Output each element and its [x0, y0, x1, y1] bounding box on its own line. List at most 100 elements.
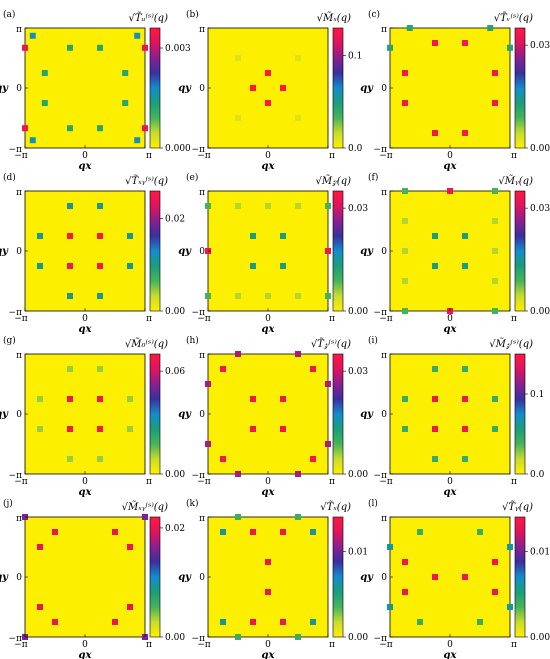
heatmap-cell	[402, 248, 408, 254]
heatmap-cell	[492, 218, 498, 224]
x-tick-label: π	[511, 314, 517, 324]
heatmap-cell	[310, 529, 316, 535]
heatmap-cell	[235, 634, 241, 640]
y-tick-label: −π	[374, 634, 388, 644]
heatmap-cell	[432, 426, 438, 432]
heatmap-cell	[477, 619, 483, 625]
panel-l: (l) √T̃ᵧ(q) π 0 −π−π 0 π qx qy 0.01 0.00	[360, 498, 550, 659]
panel-f: (f) √M̃ᵧ(q) π 0 −π−π 0 π qx qy 0.03 0.00	[360, 172, 550, 335]
y-axis-label: qy	[360, 83, 374, 94]
y-axis-label: qy	[178, 409, 192, 420]
heatmap-cell	[402, 218, 408, 224]
x-tick-label: π	[146, 314, 152, 324]
y-axis-label: qy	[0, 246, 9, 257]
y-tick-label: 0	[381, 573, 387, 583]
x-tick-label: −π	[379, 151, 393, 161]
colorbar	[149, 516, 161, 638]
panel-label: (f)	[368, 172, 378, 183]
colorbar-tick-label: 0.00	[348, 307, 368, 317]
panel-label: (j)	[3, 498, 13, 509]
heatmap-cell	[97, 456, 103, 462]
heatmap-cell	[250, 529, 256, 535]
x-tick-label: π	[329, 640, 335, 650]
heatmap-cell	[462, 574, 468, 580]
colorbar	[149, 27, 161, 149]
heatmap-cell	[295, 351, 301, 357]
heatmap-cell	[127, 233, 133, 239]
heatmap-cell	[492, 70, 498, 76]
colorbar-tick-label: 0.06	[165, 367, 185, 377]
panel-title: √M̃ₓᵧ⁽ˢ⁾(q)	[122, 501, 169, 513]
y-tick-label: −π	[192, 145, 206, 155]
heatmap-cell	[205, 441, 211, 447]
heatmap-cell	[417, 619, 423, 625]
heatmap-cell	[387, 544, 393, 550]
heatmap-cell	[142, 44, 148, 51]
panel-b: (b) √M̃ₓ(q) π 0 −π−π 0 π qx qy 0.1 0.0	[178, 9, 362, 172]
panel-title: √T̃ₓ(q)	[320, 501, 351, 513]
heatmap-cell	[402, 396, 408, 402]
colorbar	[149, 353, 161, 475]
x-axis-label: qx	[444, 487, 458, 498]
heatmap-cell	[402, 559, 408, 565]
panel-title: √M̃𝓏⁽ˢ⁾(q)	[489, 338, 533, 350]
panel-label: (k)	[186, 498, 198, 509]
heatmap-cell	[492, 396, 498, 402]
heatmap-cell	[67, 293, 73, 299]
heatmap-cell	[250, 85, 256, 91]
heatmap-cell	[432, 396, 438, 402]
colorbar-tick-label: 0.0	[530, 470, 545, 480]
panel-label: (l)	[368, 498, 378, 509]
heatmap-cell	[127, 426, 133, 432]
heatmap-cell	[205, 203, 211, 209]
colorbar	[332, 516, 344, 638]
heatmap-cell	[462, 456, 468, 462]
heatmap-cell	[402, 100, 408, 106]
y-tick-label: −π	[192, 308, 206, 318]
heatmap-cell	[492, 188, 498, 194]
colorbar-tick-label: 0.003	[165, 44, 191, 54]
x-axis-label: qx	[79, 324, 93, 335]
heatmap-cell	[295, 514, 301, 520]
heatmap-cell	[250, 263, 256, 269]
heatmap-cell	[295, 203, 301, 209]
y-tick-label: −π	[192, 634, 206, 644]
heatmap-area	[389, 516, 511, 638]
y-tick-label: π	[16, 188, 22, 198]
heatmap-cell	[37, 263, 43, 269]
y-tick-label: π	[381, 351, 387, 361]
x-tick-label: π	[511, 151, 517, 161]
heatmap-cell	[295, 293, 301, 299]
y-tick-label: 0	[16, 573, 22, 583]
y-tick-label: −π	[374, 308, 388, 318]
x-axis-label: qx	[262, 487, 276, 498]
x-tick-label: 0	[265, 477, 271, 487]
y-axis-label: qy	[360, 246, 374, 257]
y-tick-label: π	[381, 514, 387, 524]
heatmap-area	[207, 190, 329, 312]
x-axis-label: qx	[79, 487, 93, 498]
heatmap-cell	[325, 293, 331, 299]
heatmap-cell	[432, 233, 438, 239]
heatmap-cell	[325, 441, 331, 447]
heatmap-cell	[402, 426, 408, 432]
heatmap-cell	[29, 32, 36, 39]
heatmap-cell	[22, 125, 28, 132]
heatmap-cell	[265, 203, 271, 209]
y-tick-label: −π	[9, 634, 23, 644]
colorbar	[332, 353, 344, 475]
heatmap-cell	[52, 619, 58, 625]
y-tick-label: π	[16, 25, 22, 35]
heatmap-cell	[122, 70, 129, 76]
heatmap-cell	[127, 396, 133, 402]
x-tick-label: π	[329, 477, 335, 487]
heatmap-cell	[387, 604, 393, 610]
heatmap-cell	[310, 619, 316, 625]
heatmap-cell	[492, 559, 498, 565]
colorbar-tick-label: 0.00	[165, 633, 185, 643]
colorbar-tick-label: 0.03	[348, 367, 368, 377]
heatmap-cell	[280, 619, 286, 625]
colorbar-tick-label: 0.02	[165, 215, 185, 225]
y-tick-label: −π	[192, 471, 206, 481]
colorbar	[514, 27, 526, 149]
